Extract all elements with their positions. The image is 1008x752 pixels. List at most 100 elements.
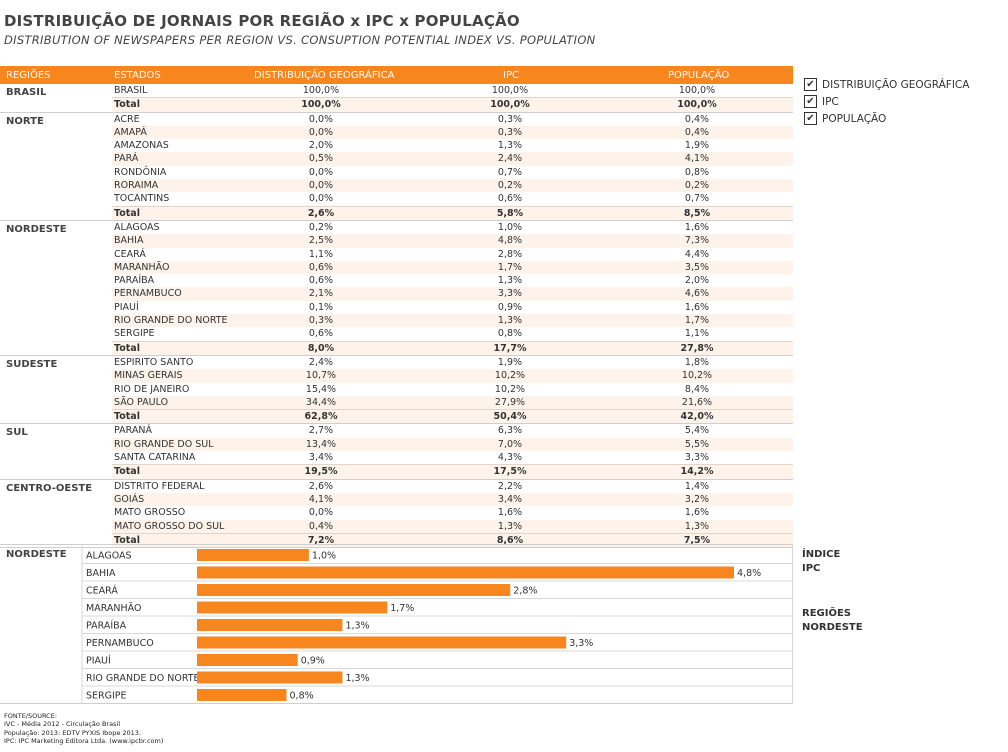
bar[interactable] [197, 689, 287, 701]
ipc-cell: 5,8% [496, 207, 524, 219]
ipc-cell: 1,7% [497, 261, 523, 273]
dist-cell: 0,0% [308, 166, 334, 178]
value-label: 0,9% [301, 656, 325, 667]
ipc-cell: 2,2% [497, 480, 523, 492]
table-row: PARÁ 0,5% 2,4% 4,1% [112, 152, 793, 166]
state-cell: AMAZONAS [114, 140, 169, 152]
bar[interactable] [197, 566, 734, 579]
header-state: ESTADOS [114, 70, 161, 81]
table-row: MINAS GERAIS 10,7% 10,2% 10,2% [112, 369, 793, 383]
ipc-cell: 1,3% [497, 275, 523, 287]
category-label: CEARÁ [86, 585, 118, 597]
chart-svg: ALAGOAS 1,0% BAHIA 4,8% CEARÁ 2,8% MARANHÃO 1,7… [81, 545, 793, 703]
total-row: Total 8,0% 17,7% 27,8% [112, 340, 793, 355]
ipc-cell: 10,2% [494, 370, 526, 382]
ipc-cell: 100,0% [490, 99, 530, 111]
category-label: PIAUÍ [86, 655, 111, 667]
bar[interactable] [197, 671, 343, 684]
total-row: Total 100,0% 100,0% 100,0% [112, 97, 793, 112]
ipc-cell: 4,3% [497, 452, 523, 464]
ipc-cell: 17,5% [493, 466, 527, 478]
series-toggle[interactable]: ✔ DISTRIBUIÇÃO GEOGRÁFICA [804, 76, 969, 93]
ipc-cell: 1,6% [497, 507, 523, 519]
state-cell: RIO GRANDE DO NORTE [114, 315, 228, 327]
table-row: ACRE 0,0% 0,3% 0,4% [112, 113, 793, 126]
bar[interactable] [197, 584, 511, 596]
dist-cell: 0,6% [308, 261, 334, 273]
state-cell: CEARÁ [114, 248, 146, 260]
value-label: 4,8% [737, 568, 761, 579]
dist-cell: 2,0% [308, 140, 334, 152]
pop-cell: 1,8% [684, 356, 710, 368]
toggle-label: DISTRIBUIÇÃO GEOGRÁFICA [822, 78, 970, 91]
bar[interactable] [197, 654, 298, 666]
checkbox-checked-icon[interactable]: ✔ [804, 112, 817, 125]
pop-cell: 8,4% [684, 383, 710, 395]
table-row: BRASIL 100,0% 100,0% 100,0% [112, 84, 793, 97]
table-row: RORAIMA 0,0% 0,2% 0,2% [112, 179, 793, 193]
state-cell: PARANÁ [114, 425, 152, 437]
ipc-cell: 4,8% [497, 235, 523, 247]
checkbox-checked-icon[interactable]: ✔ [804, 95, 817, 108]
region-name: SUDESTE [6, 358, 58, 370]
ipc-cell: 6,3% [497, 425, 523, 437]
pop-cell: 1,6% [684, 221, 710, 233]
value-label: 0,8% [290, 691, 314, 702]
bar[interactable] [197, 549, 309, 561]
ipc-cell: 0,7% [497, 166, 523, 178]
table-row: PARAÍBA 0,6% 1,3% 2,0% [112, 274, 793, 287]
ipc-cell: 0,6% [497, 193, 523, 205]
value-label: 1,7% [390, 603, 414, 614]
state-cell: Total [114, 466, 140, 478]
ipc-cell: 2,4% [497, 153, 523, 165]
bar[interactable] [197, 636, 567, 649]
total-row: Total 7,2% 8,6% 7,5% [112, 532, 793, 548]
dist-cell: 100,0% [301, 99, 341, 111]
checkbox-checked-icon[interactable]: ✔ [804, 78, 817, 91]
series-toggle[interactable]: ✔ POPULAÇÃO [804, 110, 969, 127]
value-label: 3,3% [569, 638, 593, 649]
table-row: SÃO PAULO 34,4% 27,9% 21,6% [112, 395, 793, 410]
dist-cell: 2,4% [308, 356, 334, 368]
dist-cell: 0,0% [308, 180, 334, 192]
region-group: SUDESTE ESPIRITO SANTO 2,4% 1,9% 1,8% MINAS G… [0, 356, 793, 425]
series-toggle[interactable]: ✔ IPC [804, 93, 969, 110]
state-cell: DISTRITO FEDERAL [114, 480, 205, 492]
state-cell: MINAS GERAIS [114, 370, 183, 382]
category-label: PERNAMBUCO [86, 638, 154, 649]
region-name: SUL [6, 427, 28, 439]
state-cell: PARÁ [114, 153, 139, 165]
state-cell: ALAGOAS [114, 221, 160, 233]
state-cell: RIO GRANDE DO SUL [114, 438, 214, 450]
value-label: 1,0% [312, 551, 336, 562]
table-row: SERGIPE 0,6% 0,8% 1,1% [112, 327, 793, 340]
dist-cell: 0,6% [308, 328, 334, 340]
table-header: REGIÕES ESTADOS DISTRIBUIÇÃO GEOGRÁFICA … [0, 66, 793, 84]
bar[interactable] [197, 601, 388, 614]
table-row: RIO GRANDE DO SUL 13,4% 7,0% 5,5% [112, 437, 793, 452]
ipc-cell: 100,0% [491, 85, 529, 96]
pop-cell: 1,1% [684, 328, 710, 340]
bar[interactable] [197, 619, 343, 631]
ipc-cell: 0,9% [497, 301, 523, 313]
chart-region-label: NORDESTE [6, 549, 67, 560]
ipc-cell: 8,6% [496, 534, 524, 546]
pop-cell: 4,6% [684, 288, 710, 300]
state-cell: Total [114, 207, 140, 219]
ipc-cell: 10,2% [494, 383, 526, 395]
value-label: 2,8% [513, 586, 537, 597]
region-group: NORDESTE ALAGOAS 0,2% 1,0% 1,6% BAHIA 2,5% 4,8%… [0, 221, 793, 356]
state-cell: RORAIMA [114, 180, 159, 192]
dist-cell: 10,7% [305, 370, 337, 382]
dist-cell: 2,1% [308, 288, 334, 300]
toggle-label: IPC [822, 95, 839, 108]
ipc-cell: 0,3% [497, 126, 523, 138]
state-cell: ACRE [114, 113, 140, 125]
state-cell: MATO GROSSO [114, 507, 186, 519]
value-label: 1,3% [345, 673, 369, 684]
region-group: BRASIL BRASIL 100,0% 100,0% 100,0% Total 100,0… [0, 84, 793, 113]
state-cell: MARANHÃO [114, 261, 170, 273]
state-cell: SÃO PAULO [114, 396, 169, 408]
index-value: IPC [802, 563, 821, 574]
ipc-cell: 3,4% [497, 493, 523, 505]
